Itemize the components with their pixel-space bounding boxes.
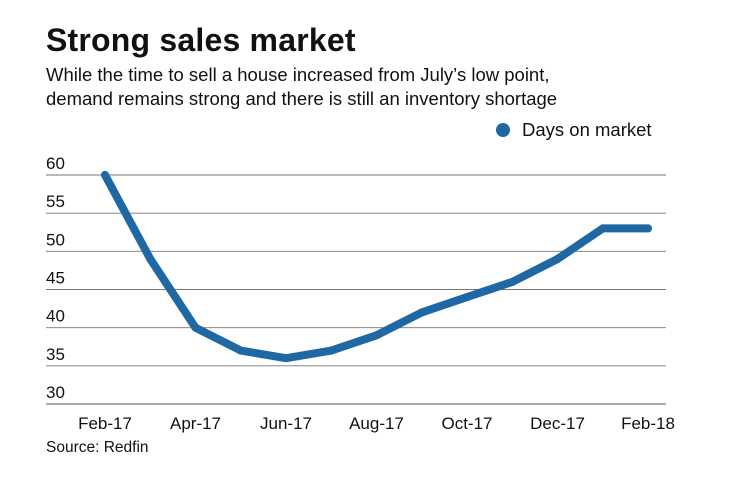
- y-tick-label: 60: [46, 154, 65, 173]
- chart-subtitle-line-2: demand remains strong and there is still…: [46, 88, 558, 109]
- y-tick-label: 40: [46, 307, 65, 326]
- data-point-Sep-17: [417, 308, 426, 317]
- series-line-days-on-market: [101, 171, 652, 363]
- y-tick-label: 30: [46, 383, 65, 402]
- chart-subtitle: While the time to sell a house increased…: [46, 63, 726, 111]
- y-tick-label: 55: [46, 192, 65, 211]
- legend-label: Days on market: [522, 119, 652, 140]
- chart-subtitle-line-1: While the time to sell a house increased…: [46, 64, 550, 85]
- x-tick-label: Aug-17: [349, 414, 404, 433]
- data-point-Apr-17: [191, 323, 200, 332]
- x-tick-label: Apr-17: [170, 414, 221, 433]
- y-tick-label: 50: [46, 230, 65, 249]
- data-point-Mar-17: [146, 254, 155, 263]
- data-point-May-17: [236, 346, 245, 355]
- data-point-Jul-17: [327, 346, 336, 355]
- data-point-Oct-17: [463, 293, 471, 302]
- x-tick-label: Jun-17: [260, 414, 312, 433]
- data-point-Nov-17: [508, 277, 517, 286]
- y-tick-label: 45: [46, 269, 65, 288]
- data-point-Jan-18: [598, 224, 607, 233]
- data-point-Feb-18: [644, 224, 652, 233]
- data-point-Dec-17: [553, 254, 562, 263]
- data-point-Aug-17: [372, 331, 381, 340]
- data-point-Feb-17: [101, 171, 109, 179]
- x-tick-label: Feb-17: [78, 414, 132, 433]
- source-note: Source: Redfin: [46, 439, 149, 456]
- x-tick-label: Dec-17: [530, 414, 585, 433]
- data-point-Jun-17: [282, 354, 290, 363]
- y-tick-label: 35: [46, 345, 65, 364]
- legend-marker-icon: [496, 123, 510, 137]
- chart-title: Strong sales market: [46, 22, 356, 58]
- x-tick-label: Feb-18: [621, 414, 675, 433]
- chart-legend: Days on market: [496, 118, 652, 142]
- x-tick-label: Oct-17: [441, 414, 492, 433]
